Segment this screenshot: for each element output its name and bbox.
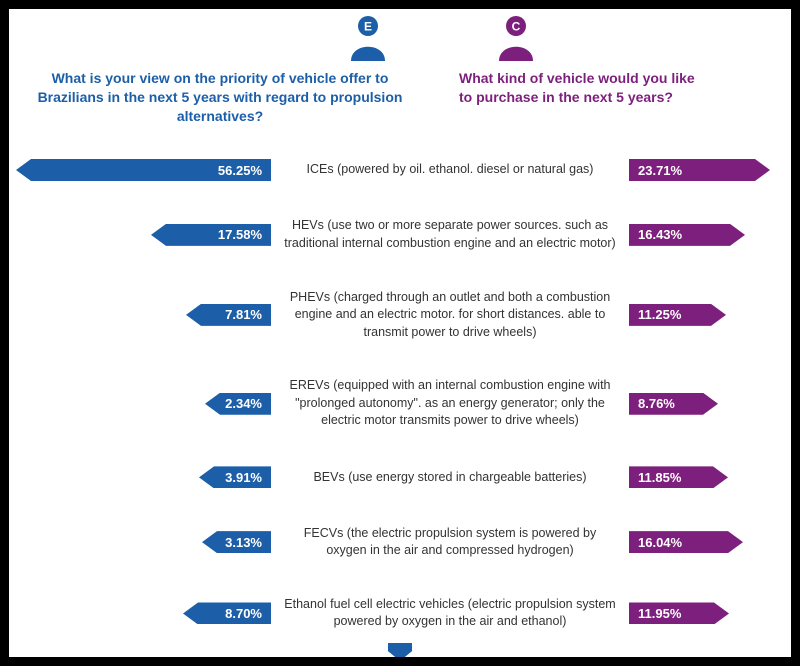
left-bar-arrow: 17.58% bbox=[151, 223, 271, 246]
left-bar-zone: 8.70% bbox=[9, 602, 271, 625]
category-label: BEVs (use energy stored in chargeable ba… bbox=[313, 469, 587, 484]
left-bar-zone: 17.58% bbox=[9, 223, 271, 246]
chart-rows: 56.25% ICEs (powered by oil. ethanol. die… bbox=[9, 159, 791, 631]
left-bar-arrow: 56.25% bbox=[16, 159, 271, 181]
right-question-title: What kind of vehicle would you like to p… bbox=[459, 70, 695, 105]
expert-icon-letter: E bbox=[364, 20, 372, 34]
right-bar-zone: 11.85% bbox=[629, 466, 791, 488]
left-bar-zone: 3.91% bbox=[9, 466, 271, 489]
right-bar-arrow: 16.04% bbox=[629, 531, 743, 553]
chart-row: 8.70% Ethanol fuel cell electric vehicles… bbox=[9, 596, 791, 631]
right-bar-arrow: 11.95% bbox=[629, 602, 729, 624]
category-label: HEVs (use two or more separate power sou… bbox=[284, 218, 616, 250]
left-bar-zone: 3.13% bbox=[9, 531, 271, 554]
chart-row: 7.81% PHEVs (charged through an outlet an… bbox=[9, 289, 791, 342]
left-question-title: What is your view on the priority of veh… bbox=[37, 70, 403, 124]
chart-row: 17.58% HEVs (use two or more separate pow… bbox=[9, 217, 791, 252]
right-bar-arrow: 11.85% bbox=[629, 466, 728, 488]
left-bar-arrow: 3.91% bbox=[199, 466, 271, 489]
right-bar-zone: 23.71% bbox=[629, 159, 791, 181]
right-bar-zone: 11.95% bbox=[629, 602, 791, 624]
consumer-icon-letter: C bbox=[512, 20, 521, 34]
chart-canvas: E C What is your view on the priority of… bbox=[9, 9, 791, 657]
left-bar-arrow: 2.34% bbox=[205, 392, 271, 415]
left-bar-arrow: 8.70% bbox=[183, 602, 271, 625]
bottom-page-arrow-icon bbox=[388, 643, 412, 657]
left-bar-zone: 7.81% bbox=[9, 303, 271, 326]
category-label: PHEVs (charged through an outlet and bot… bbox=[289, 289, 611, 339]
right-bar-arrow: 23.71% bbox=[629, 159, 770, 181]
left-bar-arrow: 7.81% bbox=[186, 303, 271, 326]
category-label: EREVs (equipped with an internal combust… bbox=[289, 378, 611, 428]
right-bar-arrow: 8.76% bbox=[629, 393, 718, 415]
expert-person-icon: E bbox=[350, 15, 386, 61]
left-bar-zone: 56.25% bbox=[9, 159, 271, 181]
consumer-person-icon: C bbox=[498, 15, 534, 61]
right-bar-zone: 8.76% bbox=[629, 393, 791, 415]
right-bar-arrow: 11.25% bbox=[629, 304, 726, 326]
chart-row: 3.91% BEVs (use energy stored in chargeab… bbox=[9, 466, 791, 489]
category-label: ICEs (powered by oil. ethanol. diesel or… bbox=[306, 162, 594, 177]
left-bar-arrow: 3.13% bbox=[202, 531, 271, 554]
category-label: FECVs (the electric propulsion system is… bbox=[303, 525, 597, 558]
chart-row: 3.13% FECVs (the electric propulsion syst… bbox=[9, 525, 791, 560]
chart-row: 2.34% EREVs (equipped with an internal co… bbox=[9, 377, 791, 430]
category-label: Ethanol fuel cell electric vehicles (ele… bbox=[284, 596, 616, 629]
right-bar-zone: 16.04% bbox=[629, 531, 791, 553]
right-bar-zone: 11.25% bbox=[629, 304, 791, 326]
chart-row: 56.25% ICEs (powered by oil. ethanol. die… bbox=[9, 159, 791, 181]
right-bar-zone: 16.43% bbox=[629, 224, 791, 246]
right-bar-arrow: 16.43% bbox=[629, 224, 745, 246]
left-bar-zone: 2.34% bbox=[9, 392, 271, 415]
